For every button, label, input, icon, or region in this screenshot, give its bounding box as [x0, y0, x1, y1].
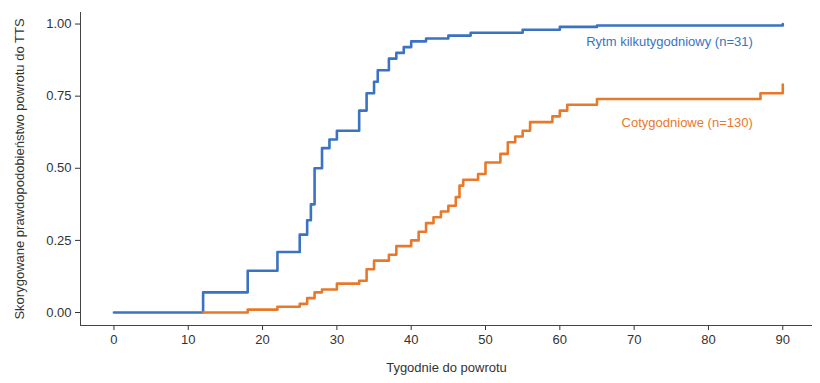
svg-text:0.00: 0.00: [46, 305, 71, 320]
svg-text:Tygodnie do powrotu: Tygodnie do powrotu: [386, 360, 507, 375]
svg-text:Cotygodniowe (n=130): Cotygodniowe (n=130): [622, 115, 753, 130]
svg-text:0.75: 0.75: [46, 88, 71, 103]
svg-text:20: 20: [255, 332, 269, 347]
svg-text:0.50: 0.50: [46, 160, 71, 175]
svg-text:80: 80: [701, 332, 715, 347]
svg-text:30: 30: [330, 332, 344, 347]
svg-text:0.25: 0.25: [46, 233, 71, 248]
svg-text:60: 60: [553, 332, 567, 347]
svg-text:0: 0: [110, 332, 117, 347]
svg-text:90: 90: [776, 332, 790, 347]
svg-text:Rytm kilkutygodniowy (n=31): Rytm kilkutygodniowy (n=31): [586, 34, 753, 49]
svg-text:70: 70: [627, 332, 641, 347]
svg-text:50: 50: [478, 332, 492, 347]
svg-text:1.00: 1.00: [46, 16, 71, 31]
svg-text:10: 10: [181, 332, 195, 347]
svg-text:Skorygowane prawdopodobieństwo: Skorygowane prawdopodobieństwo powrotu d…: [12, 18, 27, 319]
svg-text:40: 40: [404, 332, 418, 347]
